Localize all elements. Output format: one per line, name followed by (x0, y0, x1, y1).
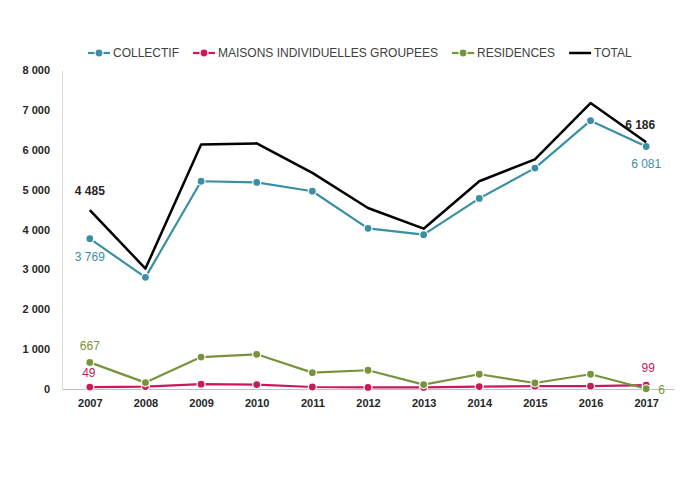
data-label: 667 (80, 339, 100, 353)
series-point (531, 164, 539, 172)
legend-item: RESIDENCES (452, 46, 555, 60)
series-point (197, 177, 205, 185)
y-tick: 8 000 (22, 64, 62, 76)
series-point (197, 380, 205, 388)
legend: COLLECTIF MAISONS INDIVIDUELLES GROUPEES R… (88, 46, 632, 60)
y-axis: 0 1 000 2 000 3 000 4 000 5 000 6 000 7 000 8 00… (22, 64, 62, 395)
x-tick-label: 2015 (523, 397, 547, 409)
x-tick-label: 2013 (412, 397, 436, 409)
legend-label: TOTAL (594, 46, 632, 60)
legend-symbol-line (569, 52, 591, 55)
series-point (642, 385, 650, 393)
data-label: 6 081 (631, 157, 661, 171)
y-tick: 4 000 (22, 224, 62, 236)
y-tick-label: 5 000 (22, 184, 50, 196)
series-point (141, 379, 149, 387)
series-point (86, 383, 94, 391)
legend-symbol-marker (95, 49, 103, 57)
series-point (364, 383, 372, 391)
x-tick: 2015 (523, 389, 547, 409)
y-axis-line (62, 71, 63, 390)
x-tick-label: 2017 (634, 397, 658, 409)
x-tick: 2016 (579, 389, 603, 409)
x-tick: 2007 (78, 389, 102, 409)
data-label: 49 (82, 366, 96, 380)
x-tick-label: 2010 (245, 397, 269, 409)
x-tick-label: 2012 (356, 397, 380, 409)
series-point (587, 382, 595, 390)
data-label: 99 (642, 361, 656, 375)
y-tick-label: 2 000 (22, 303, 50, 315)
chart-container: 0 1 000 2 000 3 000 4 000 5 000 6 000 7 000 8 00… (0, 0, 700, 486)
series-point (308, 383, 316, 391)
data-label: 4 485 (75, 184, 105, 198)
legend-item: COLLECTIF (88, 46, 179, 60)
y-tick: 3 000 (22, 263, 62, 275)
x-tick-label: 2011 (301, 397, 325, 409)
series-point (531, 379, 539, 387)
data-label: 6 186 (625, 118, 655, 132)
y-tick: 2 000 (22, 303, 62, 315)
y-tick-label: 8 000 (22, 64, 50, 76)
plot-marks (86, 103, 650, 393)
series-point (253, 178, 261, 186)
x-tick: 2014 (468, 389, 493, 409)
y-tick-label: 1 000 (22, 343, 50, 355)
series-point (86, 235, 94, 243)
series-point (587, 117, 595, 125)
series-line (90, 121, 646, 278)
series-point (364, 224, 372, 232)
y-tick-label: 0 (44, 383, 50, 395)
data-label: 3 769 (75, 250, 105, 264)
x-tick: 2009 (189, 389, 213, 409)
x-tick-label: 2009 (189, 397, 213, 409)
series-point (364, 366, 372, 374)
data-label: 6 (658, 383, 665, 397)
series-point (642, 143, 650, 151)
y-tick: 1 000 (22, 343, 62, 355)
y-tick: 0 (44, 383, 62, 395)
series-line (90, 103, 646, 268)
series-point (308, 369, 316, 377)
series-point (420, 231, 428, 239)
y-tick-label: 3 000 (22, 263, 50, 275)
x-tick: 2008 (134, 389, 158, 409)
x-tick: 2011 (301, 389, 325, 409)
series-point (253, 381, 261, 389)
legend-item: MAISONS INDIVIDUELLES GROUPEES (193, 46, 438, 60)
y-tick: 7 000 (22, 104, 62, 116)
x-tick-label: 2016 (579, 397, 603, 409)
y-tick-label: 4 000 (22, 224, 50, 236)
series-point (420, 381, 428, 389)
series-line (90, 354, 646, 388)
series-point (587, 370, 595, 378)
legend-label: RESIDENCES (477, 46, 555, 60)
series-point (475, 194, 483, 202)
series-point (141, 273, 149, 281)
y-tick-label: 7 000 (22, 104, 50, 116)
legend-symbol-marker (200, 49, 208, 57)
x-tick-label: 2008 (134, 397, 158, 409)
series-point (197, 353, 205, 361)
y-tick: 5 000 (22, 184, 62, 196)
data-labels: 3 769 6 081 49 99 667 6 4 485 6 186 (75, 118, 665, 396)
legend-label: MAISONS INDIVIDUELLES GROUPEES (218, 46, 438, 60)
legend-symbol-marker (459, 49, 467, 57)
x-tick-label: 2014 (468, 397, 493, 409)
legend-item: TOTAL (569, 46, 632, 60)
x-tick-label: 2007 (78, 397, 102, 409)
y-tick: 6 000 (22, 144, 62, 156)
chart-svg: 0 1 000 2 000 3 000 4 000 5 000 6 000 7 000 8 00… (0, 0, 700, 486)
series-point (475, 370, 483, 378)
series-point (308, 187, 316, 195)
series-point (253, 350, 261, 358)
x-tick: 2010 (245, 389, 269, 409)
series-point (475, 383, 483, 391)
legend-label: COLLECTIF (113, 46, 179, 60)
y-tick-label: 6 000 (22, 144, 50, 156)
